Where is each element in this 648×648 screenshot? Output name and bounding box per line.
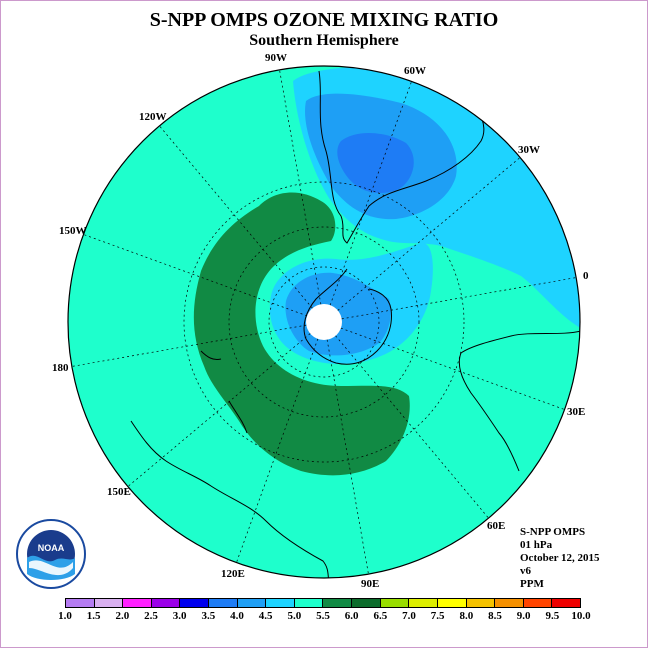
colorbar-swatch <box>495 599 524 607</box>
colorbar-tick-label: 7.5 <box>430 610 445 622</box>
colorbar-tick-label: 1.5 <box>86 610 101 622</box>
colorbar-tick-label: 9.0 <box>516 610 531 622</box>
colorbar-tick-label: 3.0 <box>172 610 187 622</box>
colorbar-swatch <box>466 599 496 607</box>
pole-no-data <box>306 304 342 340</box>
colorbar-tick-label: 10.0 <box>571 610 591 622</box>
lon-label-90w: 90W <box>265 52 287 64</box>
colorbar-swatch <box>94 599 124 607</box>
colorbar-swatch <box>151 599 181 607</box>
colorbar-tick-label: 4.0 <box>230 610 244 622</box>
colorbar-ticks: 1.0 1.5 2.0 2.5 3.0 3.5 4.0 4.5 5.0 5.5 6.0 6.5 7.0 7… <box>55 610 595 624</box>
coast-new-zealand <box>200 350 248 434</box>
colorbar-swatch <box>352 599 381 607</box>
field-5.0-5.5-band <box>193 192 410 476</box>
lon-label-30e: 30E <box>567 406 585 418</box>
lat-circle-outer <box>183 181 465 463</box>
noaa-logo: NOAA <box>16 519 86 589</box>
colorbar-swatch <box>237 599 267 607</box>
colorbar-tick-label: 5.5 <box>316 610 330 622</box>
colorbar-swatch <box>180 599 210 607</box>
map-subtitle: Southern Hemisphere <box>249 32 399 49</box>
coast-antarctic-peninsula <box>303 268 392 365</box>
info-units: PPM <box>520 578 544 590</box>
colorbar-tick-label: 6.5 <box>373 610 388 622</box>
lon-label-0: 0 <box>583 270 589 282</box>
colorbar-tick-label: 1.0 <box>58 610 72 622</box>
colorbar-swatch <box>552 599 580 607</box>
ozone-field <box>68 66 580 578</box>
colorbar-swatch <box>380 599 410 607</box>
lat-circle-mid <box>228 226 420 418</box>
lon-label-60w: 60W <box>404 65 426 77</box>
colorbar-tick-label: 9.5 <box>545 610 560 622</box>
colorbar-tick-label: 5.0 <box>287 610 302 622</box>
colorbar <box>65 598 581 608</box>
colorbar-swatch <box>266 599 295 607</box>
lon-label-120e: 120E <box>221 568 245 580</box>
colorbar-swatch <box>294 599 324 607</box>
info-version: v6 <box>520 565 531 577</box>
colorbar-swatch <box>123 599 152 607</box>
colorbar-swatch <box>409 599 438 607</box>
field-3.0-3.5-north <box>337 132 414 194</box>
lon-label-150e: 150E <box>107 486 131 498</box>
logo-text: NOAA <box>38 543 65 553</box>
lon-label-30w: 30W <box>518 144 540 156</box>
graticule <box>71 69 577 575</box>
map-title: S-NPP OMPS OZONE MIXING RATIO <box>149 9 499 31</box>
colorbar-tick-label: 2.5 <box>144 610 158 622</box>
colorbar-swatch <box>523 599 553 607</box>
info-level: 01 hPa <box>520 539 553 551</box>
colorbar-tick-label: 8.0 <box>459 610 474 622</box>
colorbar-tick-label: 7.0 <box>402 610 416 622</box>
colorbar-tick-label: 6.0 <box>344 610 359 622</box>
lat-circle-inner <box>268 266 380 378</box>
info-instrument: S-NPP OMPS <box>520 526 586 538</box>
lon-label-150w: 150W <box>59 225 87 237</box>
colorbar-swatch <box>323 599 353 607</box>
map-boundary <box>67 65 581 579</box>
info-block: S-NPP OMPS 01 hPa October 12, 2015 v6 PP… <box>520 526 600 591</box>
lon-label-180: 180 <box>52 362 69 374</box>
lon-label-90e: 90E <box>361 578 379 590</box>
info-date: October 12, 2015 <box>520 552 600 564</box>
colorbar-tick-label: 3.5 <box>201 610 216 622</box>
colorbar-swatch <box>66 599 95 607</box>
colorbar-swatch <box>437 599 467 607</box>
longitude-labels: 90W 60W 30W 0 30E 60E 90E 120E 150E 180 … <box>52 52 589 590</box>
coast-africa <box>458 330 580 472</box>
colorbar-tick-label: 2.0 <box>115 610 130 622</box>
colorbar-tick-label: 4.5 <box>258 610 273 622</box>
lon-label-120w: 120W <box>139 111 167 123</box>
colorbar-swatch <box>209 599 238 607</box>
lon-label-60e: 60E <box>487 520 505 532</box>
coast-australia <box>130 420 332 578</box>
colorbar-tick-label: 8.5 <box>488 610 502 622</box>
